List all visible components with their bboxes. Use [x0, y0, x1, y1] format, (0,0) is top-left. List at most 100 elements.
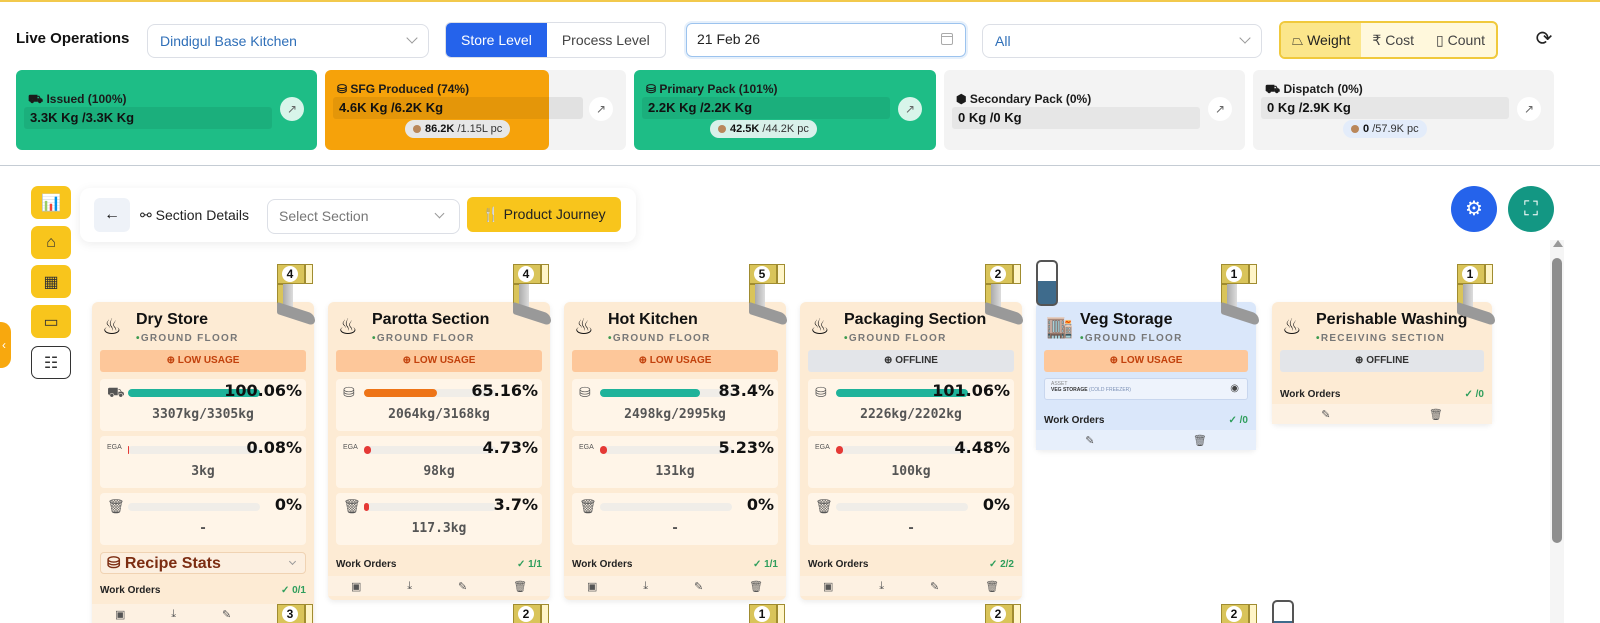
section-title: Perishable Washing [1316, 311, 1468, 328]
document-icon[interactable]: ▣ [114, 608, 126, 621]
fullscreen-button[interactable]: ⛶ [1508, 186, 1554, 232]
weight-icon: ⏢ [1292, 32, 1304, 48]
weighing-scale-icon[interactable]: 1 [1457, 264, 1495, 327]
weighing-scale-icon[interactable]: 2 [1221, 604, 1259, 623]
weighing-scale-icon[interactable]: 4 [277, 264, 315, 327]
external-link-icon[interactable]: ↗ [1517, 97, 1541, 121]
edit-icon[interactable]: ✎ [693, 580, 704, 593]
filter-select[interactable]: All [982, 24, 1262, 58]
download-icon[interactable]: ⤓ [407, 579, 413, 592]
delete-icon[interactable]: 🗑 [1428, 408, 1443, 421]
tab-cost[interactable]: ₹ Cost [1361, 23, 1425, 57]
external-link-icon[interactable]: ↗ [280, 97, 304, 121]
waste-metric: 🗑 3.7% 117.3kg [336, 493, 542, 545]
edit-icon[interactable]: ✎ [1321, 408, 1331, 421]
section-title: Veg Storage [1080, 311, 1173, 328]
rail-calendar-button[interactable]: ▭ [31, 305, 71, 338]
date-input[interactable]: 21 Feb 26 [686, 23, 966, 57]
download-icon[interactable]: ⤓ [643, 579, 649, 592]
recipe-stats-dropdown[interactable]: ⛁ Recipe Stats [100, 552, 306, 574]
calendar-icon[interactable] [941, 33, 953, 45]
external-link-icon[interactable]: ↗ [1208, 97, 1232, 121]
tablet-device-icon[interactable] [1272, 600, 1294, 623]
back-button[interactable]: ← [94, 198, 130, 232]
document-icon[interactable]: ▣ [822, 580, 834, 593]
piece-value: 0 [1363, 123, 1370, 135]
rail-list-button[interactable]: ☷ [31, 346, 71, 379]
document-icon[interactable]: ▣ [350, 580, 362, 593]
weighing-scale-icon[interactable]: 2 [985, 264, 1023, 327]
kitchen-select[interactable]: Dindigul Base Kitchen [147, 24, 429, 58]
weighing-scale-icon[interactable]: 1 [749, 604, 787, 623]
delete-icon[interactable]: 🗑 [985, 580, 1000, 593]
tab-process-level[interactable]: Process Level [561, 32, 650, 48]
section-card-dry-store[interactable]: ♨ Dry Store GROUND FLOOR ⊕ LOW USAGE ⛟ 1… [92, 302, 314, 623]
kitchen-select-value: Dindigul Base Kitchen [160, 33, 297, 49]
metric-percent: 4.48% [954, 438, 1010, 457]
vertical-scrollbar[interactable] [1550, 240, 1564, 623]
collapse-sidebar-button[interactable]: ‹ [0, 322, 11, 368]
external-link-icon[interactable]: ↗ [898, 97, 922, 121]
work-orders-count: ✓ 1/1 [752, 559, 778, 570]
progress-fill [600, 389, 701, 397]
delete-icon[interactable]: 🗑 [749, 580, 764, 593]
weighing-scale-icon[interactable]: 3 [277, 604, 315, 623]
section-card-hot-kitchen[interactable]: ♨ Hot Kitchen GROUND FLOOR ⊕ LOW USAGE ⛁… [564, 302, 786, 600]
asset-row[interactable]: ASSET VEG STORAGE (COLD FREEZER) ◉ [1044, 378, 1248, 400]
section-select[interactable]: Select Section [267, 199, 460, 234]
edit-icon[interactable]: ✎ [221, 608, 232, 621]
cooking-pot-icon: ♨ [810, 314, 830, 339]
weighing-scale-icon[interactable]: 4 [513, 264, 551, 327]
delete-icon[interactable]: 🗑 [513, 580, 528, 593]
tablet-device-icon[interactable] [1036, 260, 1058, 306]
top-bar: Live Operations Dindigul Base Kitchen St… [0, 2, 1600, 66]
warehouse-icon: 🏬 [1046, 314, 1074, 339]
delete-icon[interactable]: 🗑 [1192, 434, 1207, 447]
work-orders-count: ✓ 1/1 [516, 559, 542, 570]
progress-track [128, 389, 260, 397]
section-card-packaging-section[interactable]: ♨ Packaging Section GROUND FLOOR ⊕ OFFLI… [800, 302, 1022, 600]
download-icon[interactable]: ⤓ [171, 607, 177, 620]
external-link-icon[interactable]: ↗ [589, 97, 613, 121]
tab-cost-label: Cost [1385, 32, 1415, 48]
work-orders-label: Work Orders [808, 559, 869, 570]
progress-track [364, 446, 496, 454]
tab-store-level[interactable]: Store Level [446, 23, 547, 57]
kpi-sfg-produced[interactable]: ⛁ SFG Produced (74%) 4.6K Kg /6.2K Kg 86… [325, 70, 626, 150]
weighing-scale-icon[interactable]: 1 [1221, 264, 1259, 327]
piece-value: 42.5K [730, 123, 760, 135]
kpi-dispatch[interactable]: ⛟ Dispatch (0%) 0 Kg /2.9K Kg 0 /57.9K p… [1253, 70, 1554, 150]
scroll-thumb[interactable] [1552, 258, 1562, 543]
rail-table-button[interactable]: ▦ [31, 265, 71, 298]
scroll-up-arrow[interactable] [1553, 240, 1563, 247]
kpi-issued[interactable]: ⛟ Issued (100%) 3.3K Kg /3.3K Kg ↗ [16, 70, 317, 150]
section-card-parotta-section[interactable]: ♨ Parotta Section GROUND FLOOR ⊕ LOW USA… [328, 302, 550, 600]
metric-percent: 0% [746, 495, 774, 514]
issued-icon: ⛟ [107, 384, 125, 400]
document-icon[interactable]: ▣ [586, 580, 598, 593]
refresh-icon[interactable]: ⟳ [1535, 28, 1553, 50]
eye-icon[interactable]: ◉ [1230, 383, 1239, 394]
metric-percent: 0% [982, 495, 1010, 514]
rail-warehouse-button[interactable]: ⌂ [31, 226, 71, 259]
tab-weight[interactable]: ⏢ Weight [1281, 23, 1362, 57]
section-card-veg-storage[interactable]: 🏬 Veg Storage GROUND FLOOR ⊕ LOW USAGE A… [1036, 302, 1256, 450]
product-journey-button[interactable]: 🍴 Product Journey [467, 197, 621, 232]
tab-count[interactable]: ▯ Count [1425, 23, 1496, 57]
kpi-secondary-pack[interactable]: ⬢ Secondary Pack (0%) 0 Kg /0 Kg ↗ [944, 70, 1245, 150]
kpi-primary-pack[interactable]: ⛁ Primary Pack (101%) 2.2K Kg /2.2K Kg 4… [634, 70, 936, 150]
settings-button[interactable]: ⚙ [1451, 186, 1497, 232]
cooking-pot-icon: ♨ [102, 314, 122, 339]
section-title: Packaging Section [844, 311, 987, 328]
edit-icon[interactable]: ✎ [457, 580, 468, 593]
weighing-scale-icon[interactable]: 2 [985, 604, 1023, 623]
weighing-scale-icon[interactable]: 5 [749, 264, 787, 327]
section-card-perishable-washing[interactable]: ♨ Perishable Washing RECEIVING SECTION ⊕… [1272, 302, 1492, 424]
rail-chart-button[interactable]: 📊 [31, 186, 71, 219]
weighing-scale-icon[interactable]: 2 [513, 604, 551, 623]
section-title: Dry Store [136, 311, 209, 328]
edit-icon[interactable]: ✎ [929, 580, 940, 593]
edit-icon[interactable]: ✎ [1085, 434, 1095, 447]
download-icon[interactable]: ⤓ [879, 579, 885, 592]
metric-percent: 5.23% [718, 438, 774, 457]
